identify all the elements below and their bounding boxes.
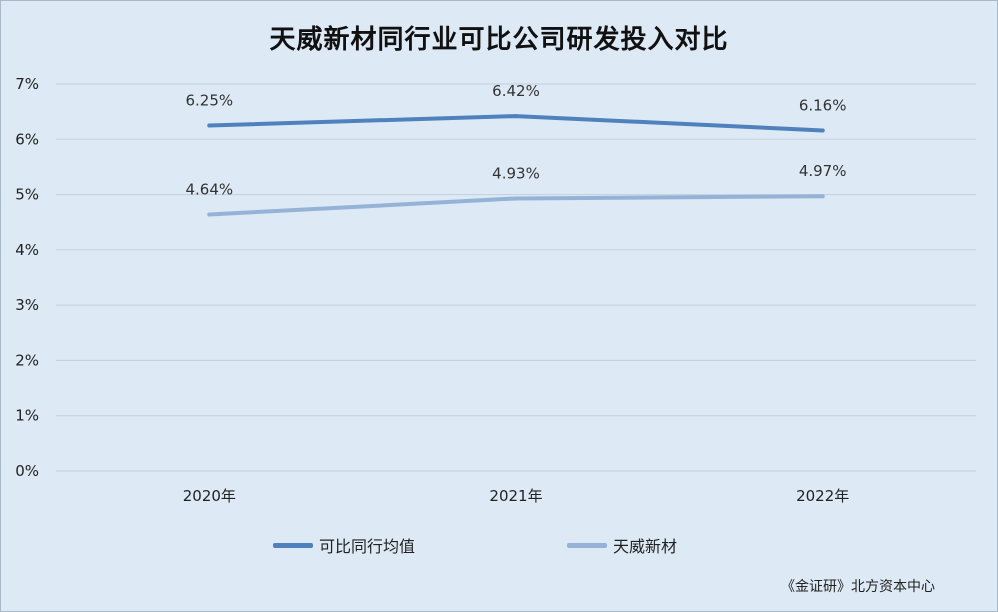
chart-title: 天威新材同行业可比公司研发投入对比 [269,25,729,55]
legend-item: 可比同行均值 [273,533,415,557]
data-point [514,114,518,119]
y-tick-label: 6% [15,130,39,148]
line-chart: 0% 1% 2% 3% 4% 5% 6% 7% 2020年 2021年 2022年 6.25% 6.42… [15,75,976,505]
y-tick-label: 2% [15,351,39,369]
data-label: 6.16% [799,96,847,114]
legend-label: 可比同行均值 [319,537,416,556]
x-tick-label: 2020年 [183,487,236,505]
legend-swatch [567,542,607,548]
y-tick-label: 5% [15,186,39,204]
series-line-1 [207,114,825,133]
y-tick-label: 0% [15,462,39,480]
legend-swatch [273,542,313,548]
y-tick-label: 1% [15,407,39,425]
data-label: 4.93% [492,164,540,182]
data-point [207,212,212,217]
source-credit: 《金证研》北方资本中心 [781,579,935,595]
x-tick-label: 2022年 [796,487,849,505]
data-point [820,194,825,199]
legend-label: 天威新材 [613,537,678,556]
chart-legend: 可比同行均值 天威新材 [1,533,997,557]
y-tick-label: 3% [15,296,39,314]
data-point [514,196,518,201]
data-label: 6.42% [492,82,540,100]
legend-item: 天威新材 [567,533,677,557]
x-tick-label: 2021年 [489,487,542,505]
data-point [820,128,825,133]
y-tick-label: 7% [15,75,39,93]
data-label: 6.25% [186,91,234,109]
data-label: 4.64% [186,180,234,198]
data-point [207,123,212,128]
y-tick-label: 4% [15,241,39,259]
data-label: 4.97% [799,162,847,180]
